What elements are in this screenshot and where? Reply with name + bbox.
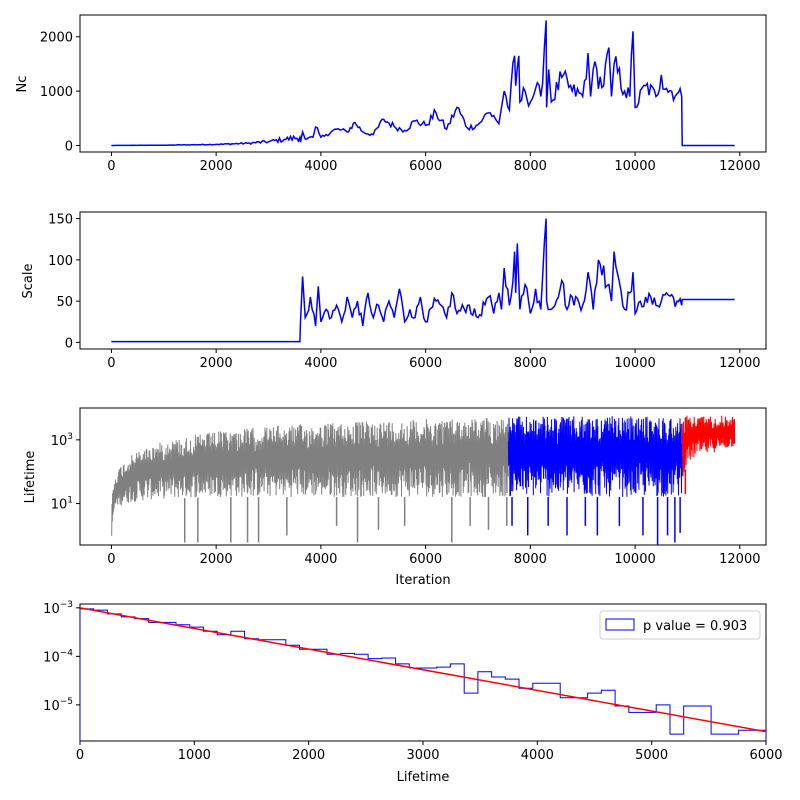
- x-tick-label-2-4: 8000: [514, 552, 547, 567]
- y-tick-label-0-1: 1000: [40, 85, 73, 100]
- plot2-content: 0 2000 4000 6000 8000 10000 12000 0 50 100 150: [48, 213, 760, 371]
- y-tick-label-1-3: 150: [48, 213, 73, 228]
- lifetime-trace-2: [681, 415, 736, 477]
- y-tick-label-1-2: 100: [48, 254, 73, 269]
- x-tick-label-0-2: 4000: [304, 159, 337, 174]
- plot4-content: 0 1000 2000 3000 4000 5000 6000 10−5 10−4 10−3: [43, 600, 782, 763]
- subplot-lifetime: 0 2000 4000 6000 8000 10000 12000 101 103 Lifeti…: [23, 407, 767, 588]
- lifetime-trace-0: [111, 417, 509, 536]
- x-tick-label-0-3: 6000: [409, 159, 442, 174]
- y-tick-label-3-2: 10−3: [43, 600, 73, 617]
- y-tick-label-0-2: 2000: [40, 31, 73, 46]
- subplot-nc: 0 2000 4000 6000 8000 10000 12000 0 1000 2000 Nc: [15, 14, 767, 174]
- plot3-content: 0 2000 4000 6000 8000 10000 12000 101 103: [51, 415, 760, 567]
- x-tick-label-1-0: 0: [107, 356, 115, 371]
- histogram-steps: [80, 608, 766, 741]
- ylabel-nc: Nc: [15, 76, 30, 93]
- x-tick-label-1-1: 2000: [200, 356, 233, 371]
- series-line-1-0: [111, 218, 735, 343]
- x-tick-label-1-2: 4000: [304, 356, 337, 371]
- x-tick-label-3-5: 5000: [635, 748, 668, 763]
- x-tick-label-3-4: 4000: [521, 748, 554, 763]
- x-tick-label-3-0: 0: [76, 748, 84, 763]
- y-tick-label-2-1: 103: [51, 432, 73, 449]
- x-tick-label-1-4: 8000: [514, 356, 547, 371]
- ylabel-scale: Scale: [21, 264, 36, 299]
- x-tick-label-2-6: 12000: [719, 552, 760, 567]
- series-line-0-0: [111, 20, 735, 147]
- x-tick-label-2-2: 4000: [304, 552, 337, 567]
- ylabel-lifetime: Lifetime: [23, 451, 38, 504]
- x-tick-label-1-5: 10000: [614, 356, 655, 371]
- plot1-content: 0 2000 4000 6000 8000 10000 12000 0 1000 2000: [40, 20, 760, 174]
- x-tick-label-2-5: 10000: [614, 552, 655, 567]
- x-tick-label-0-4: 8000: [514, 159, 547, 174]
- axes-frame-scale: [79, 211, 767, 350]
- subplot-scale: 0 2000 4000 6000 8000 10000 12000 0 50 100 150 Sca…: [21, 211, 767, 371]
- x-tick-label-2-0: 0: [107, 552, 115, 567]
- x-tick-label-0-5: 10000: [614, 159, 655, 174]
- legend-box: [599, 610, 761, 640]
- y-tick-label-0-0: 0: [65, 139, 73, 154]
- x-tick-label-1-3: 6000: [409, 356, 442, 371]
- lifetime-trace-1: [507, 416, 683, 497]
- y-tick-label-2-0: 101: [51, 496, 73, 513]
- y-tick-label-3-0: 10−5: [43, 697, 73, 714]
- x-tick-label-1-6: 12000: [719, 356, 760, 371]
- x-tick-label-3-3: 3000: [406, 748, 439, 763]
- subplot-histogram: 0 1000 2000 3000 4000 5000 6000 10−5 10−4 10−3 Li…: [43, 600, 782, 785]
- legend-swatch: [605, 618, 635, 631]
- xlabel-iteration: Iteration: [395, 573, 450, 588]
- y-tick-label-1-1: 50: [56, 295, 73, 310]
- x-tick-label-3-2: 2000: [292, 748, 325, 763]
- x-tick-label-2-3: 6000: [409, 552, 442, 567]
- x-tick-label-3-6: 6000: [749, 748, 782, 763]
- x-tick-label-2-1: 2000: [200, 552, 233, 567]
- axes-frame-lifetime: [79, 407, 767, 546]
- x-tick-label-0-0: 0: [107, 159, 115, 174]
- y-tick-label-3-1: 10−4: [43, 648, 73, 665]
- fit-line: [80, 607, 766, 733]
- x-tick-label-0-1: 2000: [200, 159, 233, 174]
- legend-label: p value = 0.903: [643, 619, 747, 634]
- x-tick-label-3-1: 1000: [178, 748, 211, 763]
- axes-frame-nc: [79, 14, 767, 153]
- y-tick-label-1-0: 0: [65, 336, 73, 351]
- xlabel-lifetime: Lifetime: [397, 770, 450, 785]
- legend: p value = 0.903: [599, 610, 761, 640]
- x-tick-label-0-6: 12000: [719, 159, 760, 174]
